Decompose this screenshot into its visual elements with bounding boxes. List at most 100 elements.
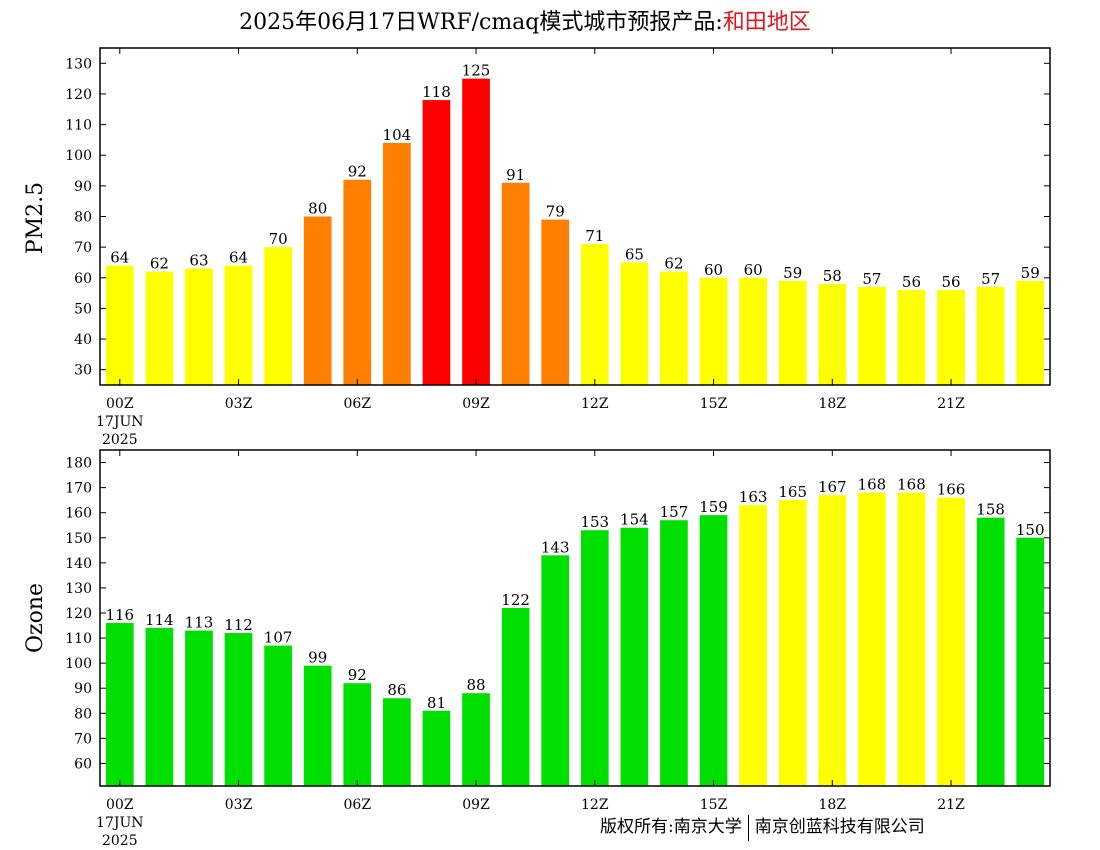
y-tick-label-2: 80: [74, 706, 92, 722]
x-tick-label-1: 03Z: [225, 396, 253, 412]
value-label-5: 99: [308, 649, 327, 667]
bar-15: [699, 515, 728, 786]
bar-15: [699, 277, 728, 385]
value-label-4: 70: [269, 230, 288, 248]
x-tick-label-0: 00Z: [106, 797, 134, 813]
value-label-23: 150: [1016, 521, 1045, 539]
value-label-6: 92: [348, 163, 367, 181]
ozone-chart: 116 114 113 112 107 99 92 86 81 88 122 143 153 154 157…: [23, 449, 1051, 849]
x-tick-label-6: 18Z: [819, 797, 847, 813]
x-tick-label-7: 21Z: [937, 797, 965, 813]
date-label-1: 2025: [102, 833, 138, 849]
y-tick-label-9: 120: [65, 87, 92, 103]
bar-14: [660, 271, 688, 385]
value-label-21: 166: [937, 481, 966, 499]
pm25-chart: 64 62 63 64 70 80 92 104 118 125 91 79 71 65 62 60 60 59 5…: [23, 47, 1051, 448]
y-tick-label-4: 100: [65, 656, 92, 672]
bar-18: [818, 283, 847, 385]
bar-0: [105, 265, 134, 385]
bar-5: [303, 216, 332, 385]
bar-20: [897, 492, 926, 786]
bar-11: [541, 555, 570, 786]
bar-13: [620, 262, 649, 385]
y-tick-label-3: 90: [74, 681, 92, 697]
x-tick-label-6: 18Z: [819, 396, 847, 412]
bar-22: [976, 517, 1005, 786]
value-label-16: 60: [744, 261, 763, 279]
value-label-10: 91: [506, 166, 525, 184]
y-axis-label: PM2.5: [23, 182, 48, 254]
plot-frame: [99, 449, 1051, 787]
value-label-19: 168: [858, 476, 887, 494]
copyright-separator: [747, 814, 749, 841]
y-tick-label-12: 180: [65, 456, 92, 472]
bar-6: [343, 179, 372, 385]
bar-12: [580, 530, 609, 786]
bar-11: [541, 219, 570, 385]
copyright-org-1: 南京大学: [673, 817, 742, 837]
x-tick-label-3: 09Z: [462, 797, 490, 813]
bar-14: [660, 520, 688, 786]
y-tick-label-3: 60: [74, 271, 92, 287]
value-label-15: 60: [704, 261, 723, 279]
copyright-org-2: 南京创蓝科技有限公司: [754, 817, 925, 837]
value-label-14: 62: [664, 255, 683, 273]
bar-23: [1016, 537, 1045, 786]
y-tick-label-0: 60: [74, 756, 92, 772]
value-label-11: 143: [541, 538, 570, 556]
bar-18: [818, 495, 847, 786]
bar-10: [501, 182, 530, 385]
value-label-16: 163: [739, 488, 768, 506]
value-label-5: 80: [308, 200, 327, 218]
value-label-13: 65: [625, 245, 644, 263]
value-label-7: 104: [383, 126, 412, 144]
x-tick-label-4: 12Z: [581, 797, 609, 813]
value-label-1: 62: [150, 255, 169, 273]
value-label-10: 122: [501, 591, 530, 609]
value-label-17: 59: [783, 264, 802, 282]
bar-21: [937, 290, 965, 385]
bar-22: [976, 286, 1005, 385]
y-tick-label-5: 80: [74, 210, 92, 226]
y-axis-label: Ozone: [23, 583, 48, 653]
value-label-14: 157: [660, 503, 689, 521]
title-prefix: 2025年06月17日WRF/cmaq模式城市预报产品:: [239, 10, 723, 35]
bar-3: [224, 265, 253, 385]
value-label-23: 59: [1021, 264, 1040, 282]
value-label-13: 154: [620, 511, 649, 529]
bar-19: [858, 286, 886, 385]
y-tick-label-11: 170: [65, 481, 92, 497]
x-tick-label-7: 21Z: [937, 396, 965, 412]
bar-4: [264, 247, 292, 385]
x-tick-label-2: 06Z: [344, 396, 372, 412]
title-region: 和田地区: [722, 10, 811, 35]
value-label-21: 56: [941, 273, 960, 291]
y-tick-label-4: 70: [74, 240, 92, 256]
bar-19: [858, 492, 886, 786]
y-tick-label-2: 50: [74, 301, 92, 317]
value-label-22: 158: [976, 501, 1005, 519]
date-label-1: 2025: [102, 432, 138, 448]
bar-8: [422, 710, 451, 786]
value-label-7: 86: [387, 681, 406, 699]
x-tick-label-5: 15Z: [700, 797, 728, 813]
bar-23: [1016, 280, 1045, 385]
value-label-3: 112: [224, 616, 253, 634]
y-tick-label-7: 100: [65, 148, 92, 164]
value-label-0: 116: [105, 606, 134, 624]
y-tick-label-1: 40: [74, 332, 92, 348]
value-label-12: 71: [585, 227, 604, 245]
x-tick-label-3: 09Z: [462, 396, 490, 412]
value-label-6: 92: [348, 666, 367, 684]
value-label-19: 57: [862, 270, 881, 288]
value-label-18: 58: [823, 267, 842, 285]
y-tick-label-1: 70: [74, 731, 92, 747]
value-label-11: 79: [546, 203, 565, 221]
x-tick-label-2: 06Z: [344, 797, 372, 813]
y-tick-label-7: 130: [65, 581, 92, 597]
y-tick-label-0: 30: [74, 363, 92, 379]
bar-16: [739, 505, 767, 786]
value-label-20: 56: [902, 273, 921, 291]
x-tick-label-4: 12Z: [581, 396, 609, 412]
